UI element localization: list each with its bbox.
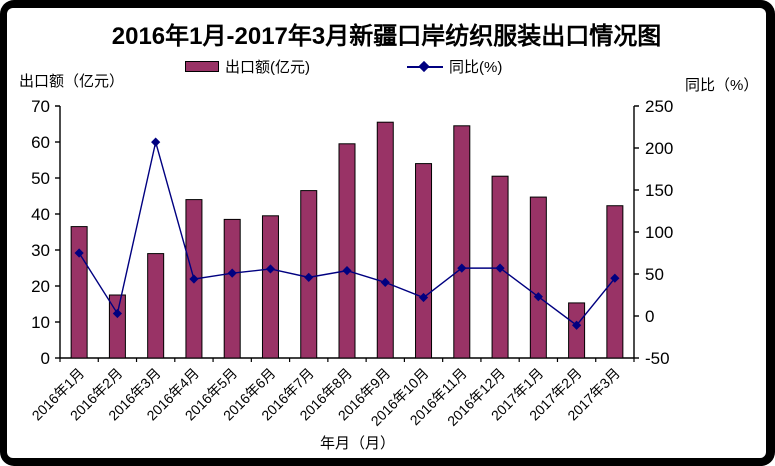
line-legend-swatch-icon: [407, 60, 443, 73]
export-amount-bars: [70, 121, 624, 359]
left-y-axis: 0 10 20 30 40 50 60 70: [31, 97, 61, 368]
diamond-marker-icon: [418, 292, 429, 303]
legend-item-export-amount: 出口额(亿元): [185, 56, 310, 77]
left-axis-tick-label: 70: [31, 97, 50, 116]
bar: [108, 294, 126, 359]
x-axis-title: 年月（月）: [320, 435, 396, 452]
left-axis-tick-label: 40: [31, 205, 50, 224]
bar: [147, 253, 165, 359]
diamond-marker-icon: [265, 264, 276, 274]
right-axis-tick-label: 0: [645, 307, 654, 326]
right-axis-tick-label: 200: [645, 139, 673, 158]
bar: [70, 226, 88, 359]
right-axis-tick-label: -50: [645, 349, 670, 368]
diamond-marker-icon: [112, 308, 122, 319]
diamond-marker-icon: [74, 248, 84, 258]
yoy-line-series: [74, 137, 620, 330]
left-axis-tick-label: 20: [31, 277, 50, 296]
diamond-marker-icon: [495, 263, 505, 273]
right-y-axis: -50 0 50 100 150 200 250: [633, 97, 673, 368]
bar: [453, 125, 471, 359]
diamond-marker-icon: [304, 272, 314, 282]
right-axis-tick-label: 50: [645, 265, 664, 284]
diamond-marker-icon: [189, 274, 199, 284]
chart-title: 2016年1月-2017年3月新疆口岸纺织服装出口情况图: [111, 23, 662, 50]
right-axis-tick-label: 100: [645, 223, 673, 242]
left-axis-tick-label: 60: [31, 133, 50, 152]
right-axis-tick-label: 150: [645, 181, 673, 200]
bar: [338, 143, 356, 359]
left-axis-unit-label: 出口额（亿元）: [19, 73, 125, 90]
diamond-marker-icon: [342, 266, 352, 276]
bar: [568, 302, 586, 359]
bar: [223, 218, 241, 359]
left-axis-tick-label: 50: [31, 169, 50, 188]
diamond-marker-icon: [457, 263, 467, 273]
bar-legend-swatch-icon: [185, 61, 219, 72]
left-axis-tick-label: 10: [31, 313, 50, 332]
left-axis-tick-label: 30: [31, 241, 50, 260]
diamond-marker-icon: [227, 268, 237, 278]
diamond-marker-icon: [380, 277, 390, 287]
legend-item-yoy: 同比(%): [407, 56, 502, 77]
legend-label-yoy: 同比(%): [449, 59, 503, 76]
legend-label-export-amount: 出口额(亿元): [225, 59, 310, 76]
bar: [376, 121, 394, 359]
diamond-marker-icon: [151, 137, 161, 147]
left-axis-tick-label: 0: [41, 349, 50, 368]
diamond-marker-icon: [533, 292, 543, 302]
diamond-marker-icon: [610, 273, 620, 283]
plot-area: 0 10 20 30 40 50 60 70 -50 0 50 100 150 200 250 2016年1月…: [29, 97, 674, 429]
right-axis-tick-label: 250: [645, 97, 673, 116]
bar: [529, 196, 547, 359]
chart-canvas: 2016年1月-2017年3月新疆口岸纺织服装出口情况图 出口额(亿元) 同比(…: [7, 8, 766, 458]
x-axis: 2016年1月2016年2月2016年3月2016年4月2016年5月2016年…: [29, 357, 635, 429]
bar: [261, 215, 279, 359]
right-axis-unit-label: 同比（%）: [685, 77, 759, 94]
bar: [415, 163, 433, 359]
diamond-marker-icon: [572, 320, 582, 330]
